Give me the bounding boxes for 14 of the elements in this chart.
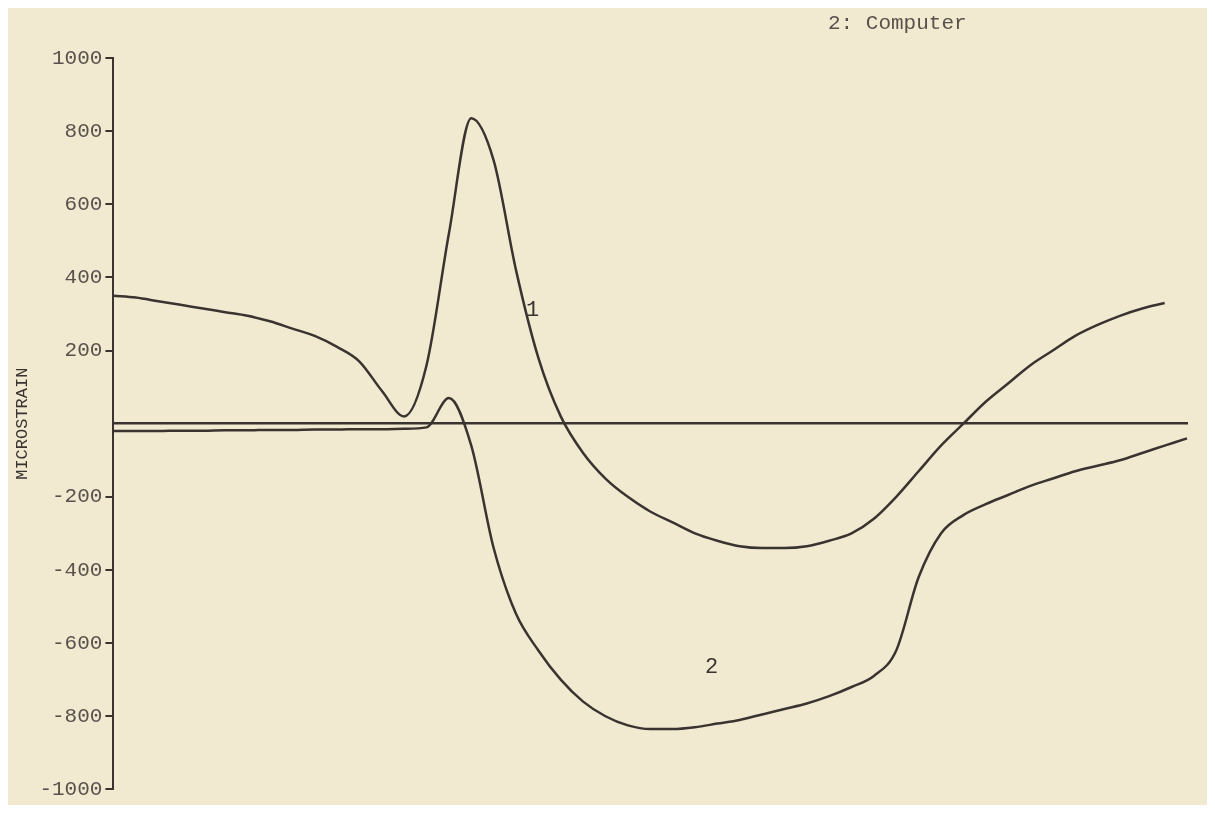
y-axis-title: MICROSTRAIN	[12, 367, 32, 480]
y-tick-label: -600	[51, 631, 103, 655]
y-tick-label: 800	[64, 119, 103, 143]
y-tick-label: 400	[64, 265, 103, 289]
y-tick-label: 1000	[51, 46, 103, 70]
text: 2: Computer	[828, 12, 967, 35]
y-tick-label: -400	[51, 558, 103, 582]
y-tick-label: -200	[51, 485, 103, 509]
y-tick-label: -1000	[39, 777, 103, 801]
y-tick-label: -800	[51, 704, 103, 728]
y-tick-label: 200	[64, 339, 103, 363]
y-tick-label: 600	[64, 192, 103, 216]
series-label: 2	[704, 655, 719, 681]
series-label: 1	[526, 297, 540, 323]
